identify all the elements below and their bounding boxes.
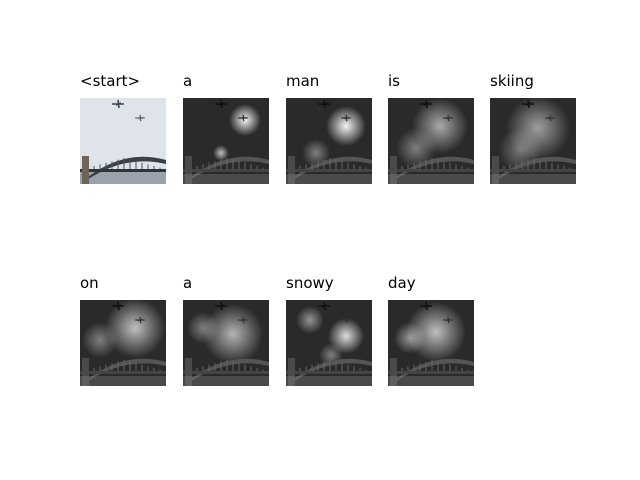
airplane-icon — [215, 99, 227, 109]
bridge-silhouette — [183, 156, 269, 184]
attention-panel: snowy — [286, 274, 372, 388]
bridge-silhouette — [388, 358, 474, 386]
airplane-icon — [112, 99, 124, 109]
bridge-silhouette — [388, 156, 474, 184]
attention-panel: is — [388, 72, 474, 186]
attention-map — [388, 300, 474, 386]
caption-word: day — [388, 274, 416, 292]
bridge-silhouette — [286, 358, 372, 386]
attention-hotspot — [296, 306, 324, 334]
attention-hotspot — [326, 106, 366, 146]
attention-map — [388, 98, 474, 184]
attention-hotspot — [229, 104, 261, 136]
caption-word: a — [183, 72, 193, 90]
attention-hotspot — [187, 312, 219, 344]
attention-panel: a — [183, 274, 269, 388]
caption-word: skiing — [490, 72, 534, 90]
attention-panel: a — [183, 72, 269, 186]
caption-word: man — [286, 72, 320, 90]
attention-map — [490, 98, 576, 184]
caption-word: <start> — [80, 72, 141, 90]
attention-map — [286, 300, 372, 386]
airplane-icon — [238, 316, 248, 324]
attention-map — [286, 98, 372, 184]
airplane-icon — [522, 99, 534, 109]
caption-word: snowy — [286, 274, 334, 292]
attention-panel: man — [286, 72, 372, 186]
bridge-silhouette — [286, 156, 372, 184]
attention-panel: day — [388, 274, 474, 388]
attention-panel: <start> — [80, 72, 166, 186]
airplane-icon — [135, 114, 145, 122]
airplane-icon — [341, 114, 351, 122]
attention-hotspot — [396, 128, 436, 168]
airplane-icon — [443, 316, 453, 324]
airplane-icon — [112, 301, 124, 311]
caption-word: a — [183, 274, 193, 292]
airplane-icon — [135, 316, 145, 324]
bridge-silhouette — [80, 156, 166, 184]
airplane-icon — [420, 301, 432, 311]
airplane-icon — [443, 114, 453, 122]
attention-hotspot — [82, 322, 118, 358]
caption-word: on — [80, 274, 99, 292]
airplane-icon — [420, 99, 432, 109]
attention-hotspot — [213, 145, 229, 161]
bridge-silhouette — [80, 358, 166, 386]
attention-hotspot — [105, 300, 165, 358]
attention-hotspot — [203, 304, 263, 364]
source-image — [80, 98, 166, 184]
airplane-icon — [545, 114, 555, 122]
airplane-icon — [318, 301, 330, 311]
caption-word: is — [388, 72, 400, 90]
attention-map — [183, 98, 269, 184]
attention-hotspot — [302, 139, 330, 167]
airplane-icon — [341, 316, 351, 324]
attention-map — [183, 300, 269, 386]
airplane-icon — [238, 114, 248, 122]
bridge-silhouette — [490, 156, 576, 184]
attention-panel: skiing — [490, 72, 576, 186]
attention-hotspot — [394, 322, 426, 354]
airplane-icon — [215, 301, 227, 311]
bridge-silhouette — [183, 358, 269, 386]
airplane-icon — [318, 99, 330, 109]
attention-panel: on — [80, 274, 166, 388]
attention-map — [80, 300, 166, 386]
